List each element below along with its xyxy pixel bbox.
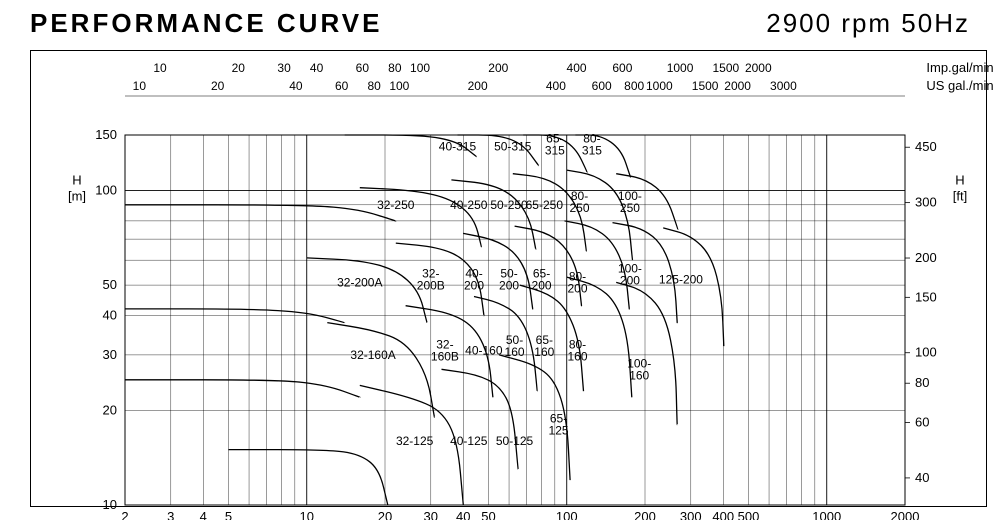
svg-text:450: 450 xyxy=(915,139,937,154)
svg-text:3: 3 xyxy=(167,509,174,520)
svg-text:100: 100 xyxy=(95,182,117,197)
svg-text:250: 250 xyxy=(620,201,640,215)
svg-text:32-200A: 32-200A xyxy=(337,275,382,289)
svg-text:400: 400 xyxy=(546,79,566,93)
svg-text:5: 5 xyxy=(225,509,232,520)
svg-text:200: 200 xyxy=(499,279,519,293)
svg-text:30: 30 xyxy=(103,347,117,362)
svg-text:40-160: 40-160 xyxy=(465,343,503,357)
svg-text:500: 500 xyxy=(738,509,760,520)
svg-text:1000: 1000 xyxy=(646,79,673,93)
svg-text:2: 2 xyxy=(121,509,128,520)
svg-text:150: 150 xyxy=(915,289,937,304)
svg-text:30: 30 xyxy=(424,509,438,520)
svg-text:160: 160 xyxy=(567,349,587,363)
svg-text:2000: 2000 xyxy=(891,509,920,520)
svg-text:40-125: 40-125 xyxy=(450,434,488,448)
svg-text:125: 125 xyxy=(549,424,569,438)
svg-text:160: 160 xyxy=(629,368,649,382)
svg-text:60: 60 xyxy=(915,415,929,430)
svg-text:400: 400 xyxy=(567,61,587,75)
svg-text:1000: 1000 xyxy=(812,509,841,520)
svg-text:160B: 160B xyxy=(431,349,459,363)
svg-text:10: 10 xyxy=(133,79,147,93)
svg-text:32-250: 32-250 xyxy=(377,198,415,212)
svg-text:32-125: 32-125 xyxy=(396,434,434,448)
svg-text:600: 600 xyxy=(612,61,632,75)
svg-text:H: H xyxy=(72,172,81,187)
svg-text:160: 160 xyxy=(534,345,554,359)
svg-text:200: 200 xyxy=(464,279,484,293)
svg-text:125-200: 125-200 xyxy=(659,273,703,287)
svg-text:200: 200 xyxy=(488,61,508,75)
svg-text:315: 315 xyxy=(582,143,602,157)
svg-text:800: 800 xyxy=(624,79,644,93)
svg-text:20: 20 xyxy=(232,61,246,75)
svg-text:60: 60 xyxy=(356,61,370,75)
svg-text:160: 160 xyxy=(505,345,525,359)
svg-text:300: 300 xyxy=(915,195,937,210)
svg-text:40-315: 40-315 xyxy=(439,139,477,153)
svg-text:200: 200 xyxy=(567,281,587,295)
svg-text:200B: 200B xyxy=(417,279,445,293)
svg-text:10: 10 xyxy=(103,497,117,512)
svg-text:60: 60 xyxy=(335,79,349,93)
svg-text:32-160A: 32-160A xyxy=(350,348,395,362)
svg-text:1000: 1000 xyxy=(667,61,694,75)
svg-text:200: 200 xyxy=(620,274,640,288)
svg-text:40: 40 xyxy=(456,509,470,520)
svg-text:40-250: 40-250 xyxy=(450,198,488,212)
svg-text:65-250: 65-250 xyxy=(526,198,564,212)
svg-text:400: 400 xyxy=(712,509,734,520)
svg-text:4: 4 xyxy=(200,509,207,520)
svg-text:Imp.gal/min: Imp.gal/min xyxy=(926,60,993,75)
svg-text:30: 30 xyxy=(277,61,291,75)
svg-text:50-315: 50-315 xyxy=(494,139,532,153)
svg-text:10: 10 xyxy=(299,509,313,520)
svg-text:50-250: 50-250 xyxy=(490,198,528,212)
svg-text:2000: 2000 xyxy=(745,61,772,75)
svg-text:100: 100 xyxy=(410,61,430,75)
svg-text:315: 315 xyxy=(545,143,565,157)
svg-text:200: 200 xyxy=(468,79,488,93)
svg-text:200: 200 xyxy=(915,250,937,265)
svg-text:200: 200 xyxy=(532,279,552,293)
svg-text:[ft]: [ft] xyxy=(953,188,967,203)
svg-text:300: 300 xyxy=(680,509,702,520)
svg-text:50: 50 xyxy=(481,509,495,520)
svg-text:H: H xyxy=(955,172,964,187)
svg-text:150: 150 xyxy=(95,127,117,142)
svg-text:80: 80 xyxy=(367,79,381,93)
svg-text:40: 40 xyxy=(289,79,303,93)
svg-text:1500: 1500 xyxy=(712,61,739,75)
performance-chart: 2 3 4 5 10 20 30 40 50 100 200 300 400 500 1000 2000 10 2… xyxy=(0,0,1000,520)
svg-text:3000: 3000 xyxy=(770,79,797,93)
svg-text:80: 80 xyxy=(388,61,402,75)
svg-text:250: 250 xyxy=(570,201,590,215)
svg-text:20: 20 xyxy=(103,402,117,417)
svg-text:80: 80 xyxy=(915,375,929,390)
svg-text:40: 40 xyxy=(915,470,929,485)
svg-text:US gal./min: US gal./min xyxy=(926,78,993,93)
svg-text:50: 50 xyxy=(103,277,117,292)
svg-text:40: 40 xyxy=(103,308,117,323)
svg-text:600: 600 xyxy=(592,79,612,93)
svg-text:10: 10 xyxy=(153,61,167,75)
svg-text:100: 100 xyxy=(556,509,578,520)
svg-text:50-125: 50-125 xyxy=(496,434,534,448)
svg-text:[m]: [m] xyxy=(68,188,86,203)
svg-text:2000: 2000 xyxy=(724,79,751,93)
svg-text:40: 40 xyxy=(310,61,324,75)
svg-text:100: 100 xyxy=(915,345,937,360)
svg-text:100: 100 xyxy=(389,79,409,93)
svg-text:1500: 1500 xyxy=(692,79,719,93)
svg-text:200: 200 xyxy=(634,509,656,520)
svg-text:20: 20 xyxy=(378,509,392,520)
svg-text:20: 20 xyxy=(211,79,225,93)
